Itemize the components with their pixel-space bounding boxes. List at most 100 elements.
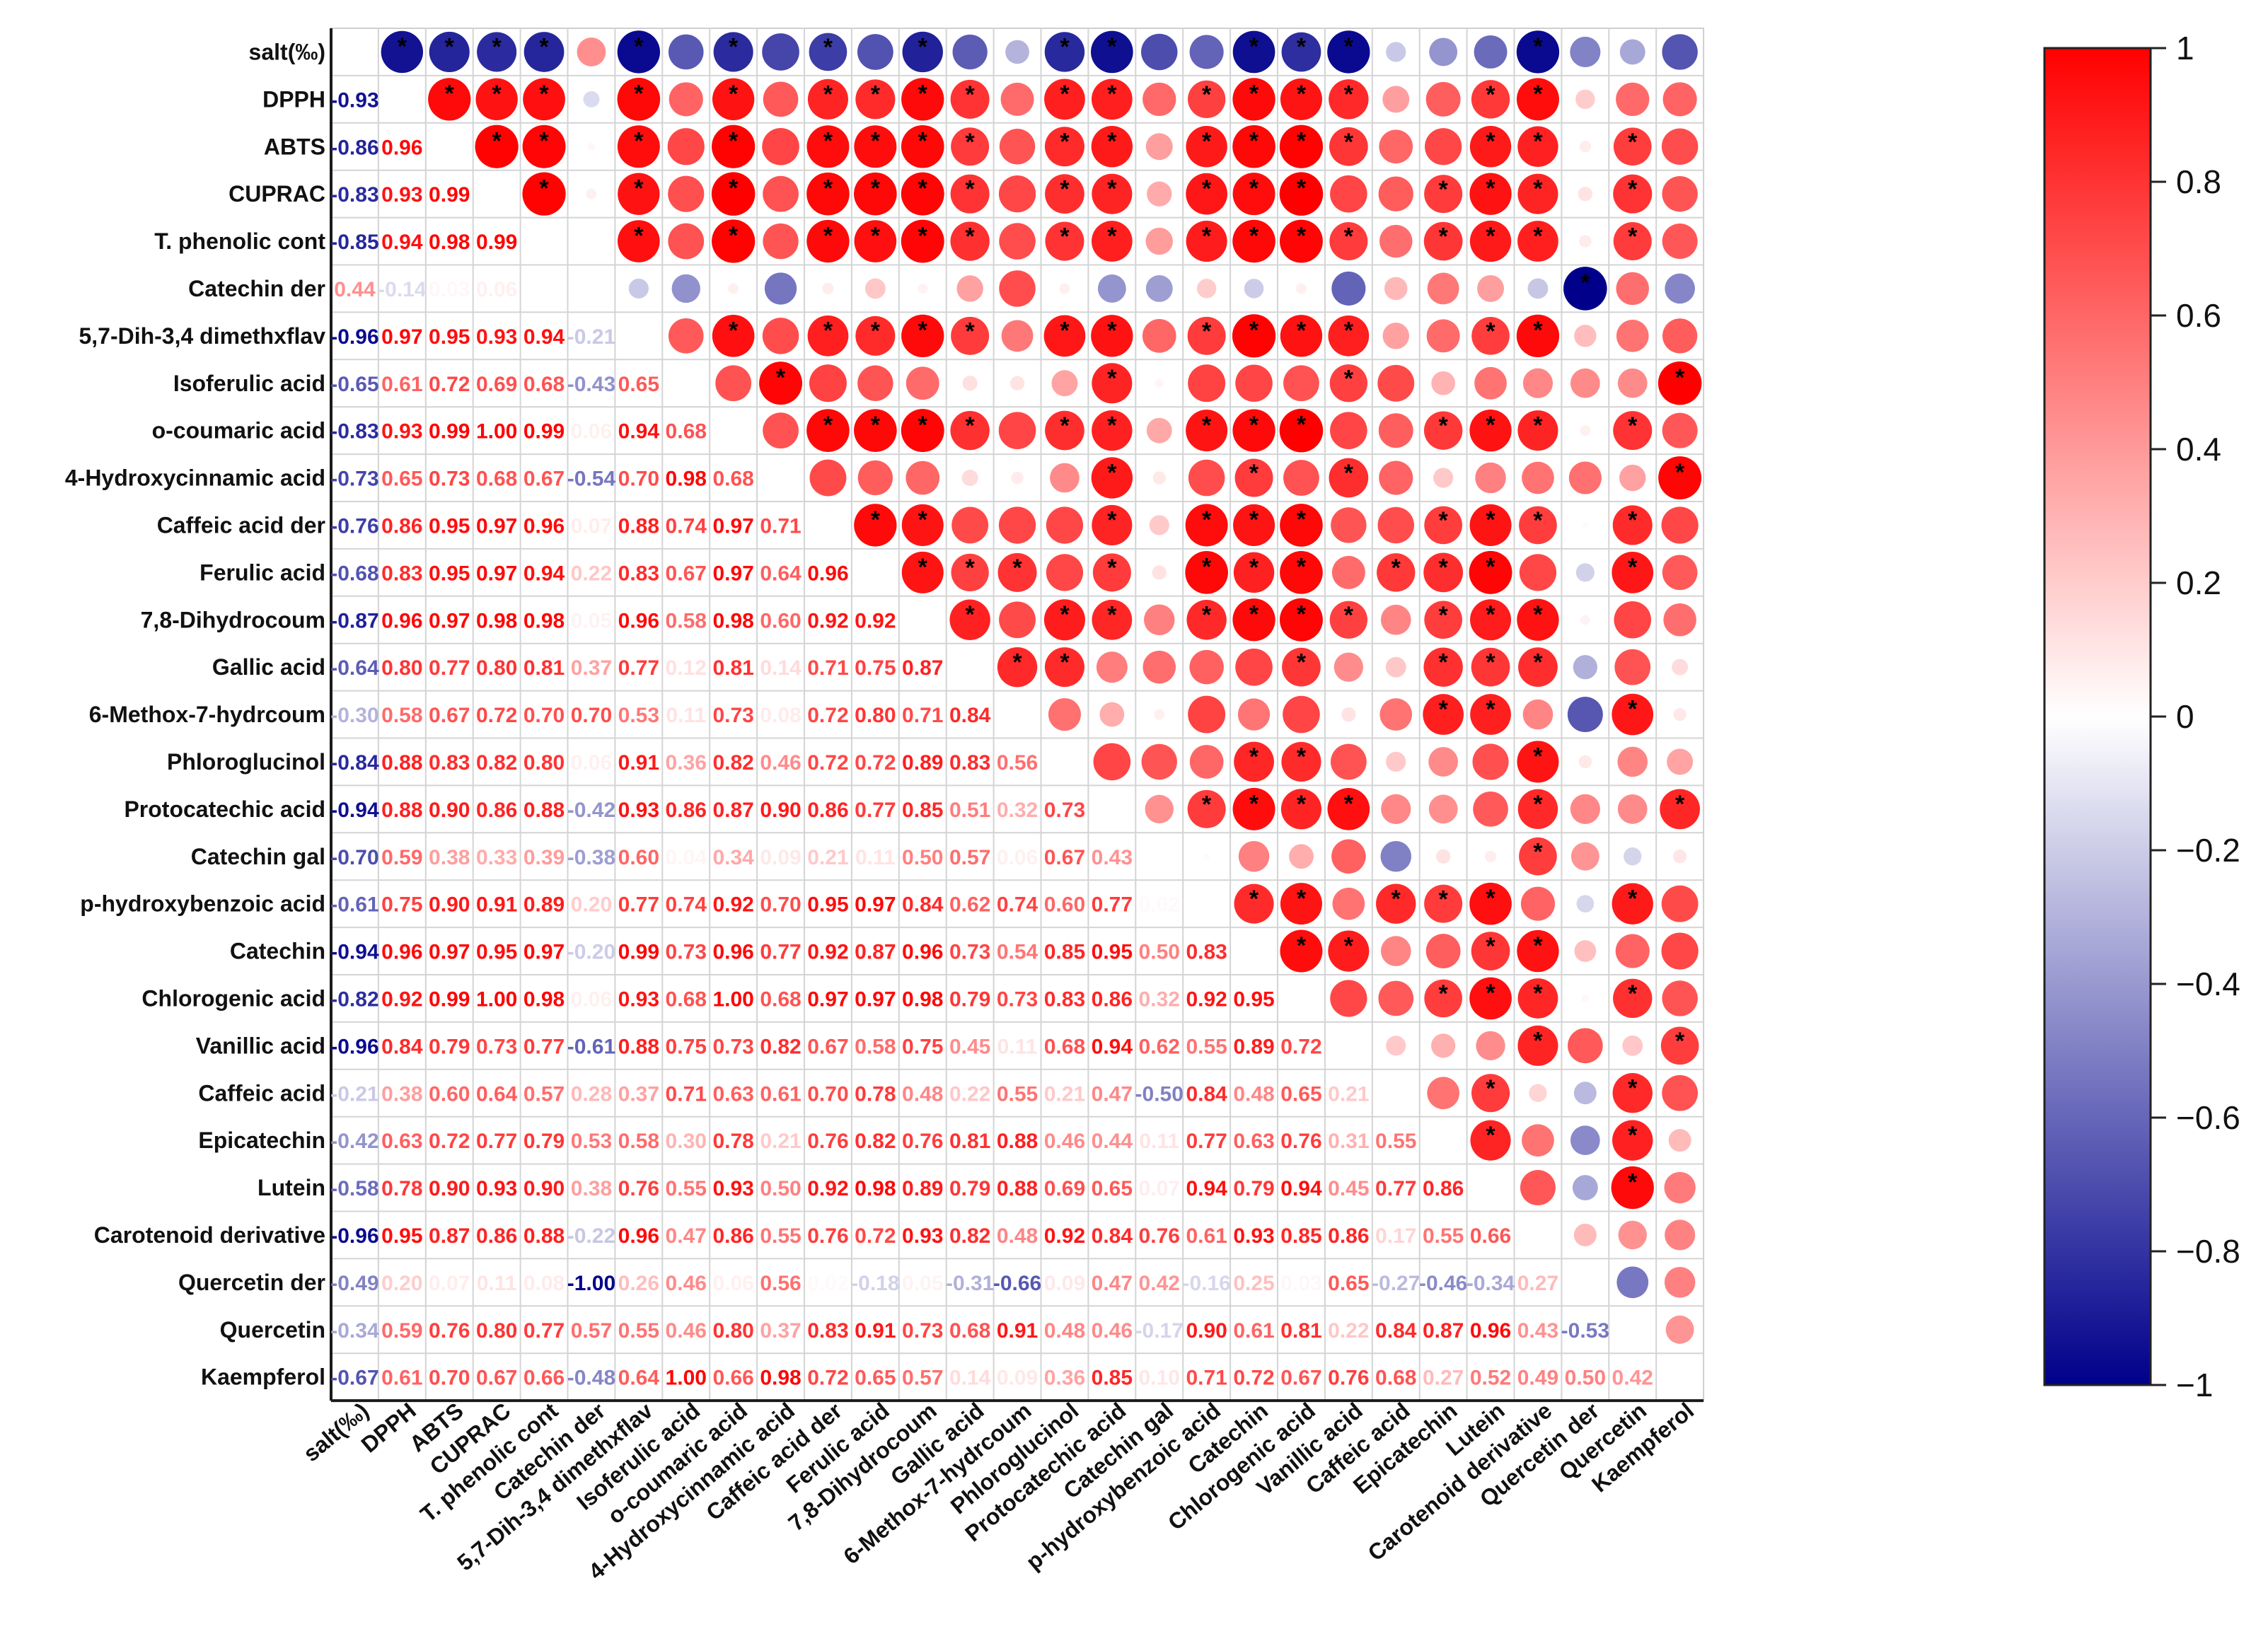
corr-value-ferulic-acid--caffeic-acid-der: 0.96 <box>807 562 848 585</box>
corr-value-7-8-dihydrocoum--caffeic-acid-der: 0.92 <box>807 609 848 632</box>
corr-value-7-8-dihydrocoum--catechin-der: 0.05 <box>571 609 612 632</box>
significance-star: * <box>918 506 928 533</box>
corr-value-epicatechin--caffeic-acid: 0.55 <box>1375 1130 1416 1153</box>
corr-circle-caffeic-acid-der--vanillic-acid <box>1331 507 1367 543</box>
corr-circle-ferulic-acid--chlorogenic-acid <box>1280 551 1323 594</box>
corr-circle-isoferulic-acid--carotenoid-derivative <box>1522 368 1554 398</box>
corr-circle-protocatechic-acid--kaempferol <box>1660 789 1701 830</box>
corr-circle-cuprac--lutein <box>1469 173 1512 215</box>
corr-circle-t-phenolic-cont--caffeic-acid <box>1379 224 1413 258</box>
corr-circle-caffeic-acid--lutein <box>1471 1074 1510 1113</box>
significance-star: * <box>1297 554 1307 581</box>
corr-value-phloroglucinol--ferulic-acid: 0.72 <box>855 751 896 775</box>
corr-value-ferulic-acid--cuprac: 0.97 <box>476 562 517 585</box>
corr-value-epicatechin--protocatechic-acid: 0.44 <box>1092 1130 1133 1153</box>
corr-value-chlorogenic-acid--5-7-dih-3-4-dimethxflav: 0.93 <box>618 987 659 1011</box>
corr-value-caffeic-acid--gallic-acid: 0.22 <box>949 1082 990 1106</box>
significance-star: * <box>871 506 881 533</box>
corr-value-quercetin-der--catechin-der: -1.00 <box>567 1272 615 1295</box>
corr-circle-caffeic-acid-der--ferulic-acid <box>854 504 897 547</box>
corr-value-isoferulic-acid--t-phenolic-cont: 0.68 <box>523 373 565 396</box>
corr-circle-gallic-acid--6-methox-7-hydrcoum <box>997 647 1038 688</box>
corr-circle-abts--carotenoid-derivative <box>1517 126 1558 167</box>
corr-value-kaempferol--5-7-dih-3-4-dimethxflav: 0.64 <box>618 1367 660 1390</box>
corr-circle-4-hydroxycinnamic-acid--carotenoid-derivative <box>1522 461 1554 494</box>
corr-value-catechin--p-hydroxybenzoic-acid: 0.83 <box>1186 941 1227 964</box>
corr-value-vanillic-acid--salt: -0.96 <box>330 1035 378 1058</box>
significance-star: * <box>1297 412 1307 439</box>
corr-circle-phloroglucinol--catechin <box>1234 741 1274 782</box>
corr-value-kaempferol--chlorogenic-acid: 0.67 <box>1280 1367 1321 1390</box>
significance-star: * <box>1249 790 1259 817</box>
corr-value-catechin-gal--gallic-acid: 0.57 <box>949 846 990 869</box>
corr-circle-7-8-dihydrocoum--quercetin <box>1614 601 1652 639</box>
significance-star: * <box>634 175 644 202</box>
corr-value-catechin--ferulic-acid: 0.87 <box>855 941 896 964</box>
corr-circle-gallic-acid--quercetin-der <box>1573 655 1597 680</box>
significance-star: * <box>1439 649 1449 676</box>
row-label-caffeic-acid-der: Caffeic acid der <box>157 512 325 538</box>
corr-value-chlorogenic-acid--4-hydroxycinnamic-acid: 0.68 <box>760 987 801 1011</box>
corr-value-catechin--dpph: 0.96 <box>381 941 422 964</box>
corr-value-lutein--4-hydroxycinnamic-acid: 0.50 <box>760 1177 801 1200</box>
corr-circle-ferulic-acid--7-8-dihydrocoum <box>901 551 944 593</box>
significance-star: * <box>1439 507 1449 534</box>
corr-circle-abts--phloroglucinol <box>1044 127 1084 167</box>
corr-circle-o-coumaric-acid--carotenoid-derivative <box>1517 410 1558 451</box>
significance-star: * <box>1107 365 1117 392</box>
row-label-caffeic-acid: Caffeic acid <box>198 1080 325 1106</box>
corr-circle-cuprac--6-methox-7-hydrcoum <box>998 175 1036 213</box>
corr-value-ferulic-acid--o-coumaric-acid: 0.97 <box>712 562 753 585</box>
significance-star: * <box>871 412 881 439</box>
corr-value-catechin-der--cuprac: 0.06 <box>476 278 517 301</box>
significance-star: * <box>966 412 976 439</box>
corr-circle-gallic-acid--carotenoid-derivative <box>1518 647 1558 688</box>
corr-value-lutein--cuprac: 0.93 <box>476 1177 517 1200</box>
significance-star: * <box>1297 127 1307 154</box>
corr-circle-catechin-gal--kaempferol <box>1672 850 1687 864</box>
corr-circle-catechin-der--quercetin-der <box>1563 267 1607 311</box>
corr-circle-t-phenolic-cont--vanillic-acid <box>1329 222 1368 261</box>
corr-circle-phloroglucinol--carotenoid-derivative <box>1517 741 1559 783</box>
corr-value-epicatechin--isoferulic-acid: 0.30 <box>666 1130 707 1153</box>
corr-value-catechin-gal--caffeic-acid-der: 0.21 <box>807 846 848 869</box>
corr-value-epicatechin--caffeic-acid-der: 0.76 <box>807 1130 848 1153</box>
colorbar-tick-label: 0.8 <box>2176 163 2221 200</box>
corr-value-carotenoid-derivative--isoferulic-acid: 0.47 <box>666 1224 707 1248</box>
corr-value-caffeic-acid-der--abts: 0.95 <box>429 514 470 538</box>
corr-circle-t-phenolic-cont--carotenoid-derivative <box>1517 221 1558 262</box>
row-label-7-8-dihydrocoum: 7,8-Dihydrocoum <box>141 607 325 632</box>
corr-circle-caffeic-acid--epicatechin <box>1427 1077 1459 1110</box>
corr-circle-o-coumaric-acid--gallic-acid <box>950 410 990 451</box>
corr-circle-6-methox-7-hydrcoum--vanillic-acid <box>1341 707 1356 722</box>
significance-star: * <box>1486 1122 1495 1149</box>
corr-circle-catechin--lutein <box>1471 932 1510 970</box>
corr-value-isoferulic-acid--5-7-dih-3-4-dimethxflav: 0.65 <box>618 373 659 396</box>
corr-circle-abts--catechin <box>1232 124 1275 168</box>
corr-value-gallic-acid--catechin-der: 0.37 <box>571 656 612 680</box>
corr-value-isoferulic-acid--cuprac: 0.69 <box>476 373 517 396</box>
corr-value-p-hydroxybenzoic-acid--t-phenolic-cont: 0.89 <box>523 893 565 917</box>
corr-value-quercetin-der--lutein: -0.34 <box>1466 1272 1515 1295</box>
corr-value-gallic-acid--o-coumaric-acid: 0.81 <box>712 656 753 680</box>
significance-star: * <box>966 81 976 108</box>
significance-star: * <box>1580 269 1590 296</box>
corr-circle-phloroglucinol--p-hydroxybenzoic-acid <box>1189 745 1224 779</box>
significance-star: * <box>1533 838 1543 865</box>
corr-circle-4-hydroxycinnamic-acid--7-8-dihydrocoum <box>906 460 940 495</box>
corr-value-p-hydroxybenzoic-acid--salt: -0.61 <box>330 893 378 917</box>
corr-value-gallic-acid--salt: -0.64 <box>330 656 379 680</box>
significance-star: * <box>918 81 928 108</box>
significance-star: * <box>1297 649 1307 676</box>
corr-circle-dpph--ferulic-acid <box>855 79 896 120</box>
significance-star: * <box>823 412 833 439</box>
corr-value-quercetin--quercetin-der: -0.53 <box>1561 1319 1609 1343</box>
corr-value-abts--dpph: 0.96 <box>381 136 422 159</box>
corr-circle-catechin-der--4-hydroxycinnamic-acid <box>764 272 797 305</box>
corr-circle-protocatechic-acid--quercetin-der <box>1570 794 1600 824</box>
corr-circle-5-7-dih-3-4-dimethxflav--7-8-dihydrocoum <box>901 314 944 358</box>
corr-value-6-methox-7-hydrcoum--salt: -0.30 <box>330 704 378 727</box>
corr-value-carotenoid-derivative--gallic-acid: 0.82 <box>949 1224 990 1248</box>
corr-circle-caffeic-acid-der--lutein <box>1469 504 1512 546</box>
